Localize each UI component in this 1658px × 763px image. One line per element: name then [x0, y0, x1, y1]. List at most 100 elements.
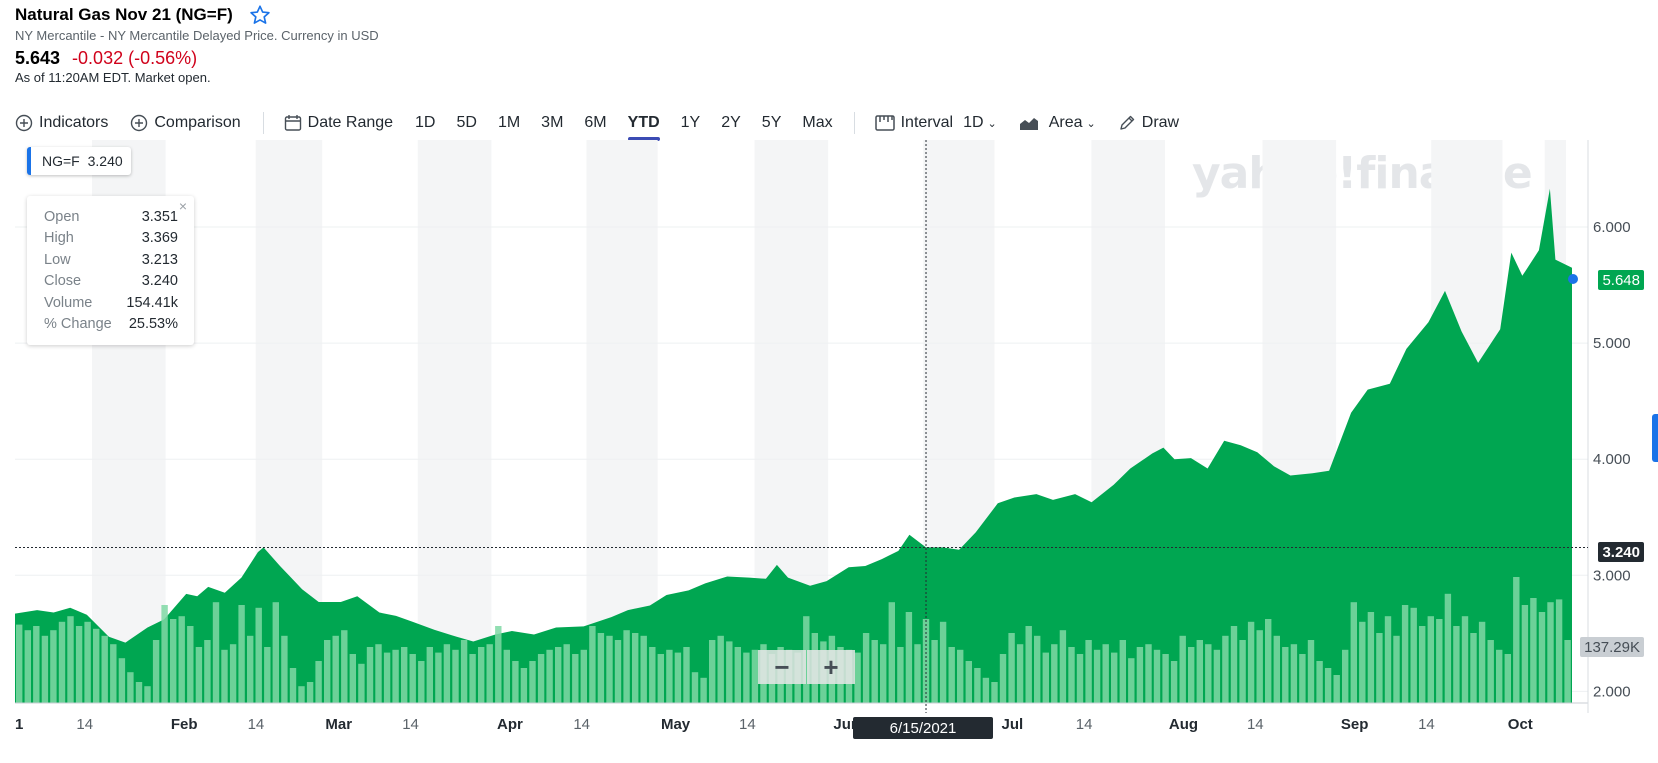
x-tick-label: Apr: [497, 716, 523, 733]
zoom-in-button[interactable]: +: [807, 650, 855, 684]
volume-bar: [298, 686, 305, 703]
volume-bar: [84, 621, 91, 703]
volume-bar: [546, 649, 553, 703]
volume-bar: [358, 663, 365, 703]
x-tick-label: 14: [1247, 716, 1264, 733]
range-2y[interactable]: 2Y: [721, 114, 741, 131]
ohlc-row-open: Open 3.351: [44, 208, 178, 225]
volume-bar: [1316, 661, 1323, 703]
price-area: [15, 188, 1572, 704]
volume-bar: [460, 640, 468, 703]
volume-bar: [1410, 607, 1417, 703]
y-axis: 2.000 3.000 4.000 5.000 6.000: [1587, 140, 1631, 713]
volume-bar: [888, 602, 895, 703]
volume-bar: [1444, 593, 1452, 703]
scroll-handle[interactable]: [1652, 414, 1658, 462]
chart-toolbar: Indicators Comparison Date Range 1D 5D 1…: [15, 108, 1201, 141]
range-5y[interactable]: 5Y: [761, 114, 782, 131]
volume-bar: [614, 640, 622, 703]
comparison-button[interactable]: Comparison: [130, 108, 241, 138]
x-tick-label: 14: [402, 716, 419, 733]
toolbar-divider: [853, 112, 855, 134]
volume-bar: [520, 668, 528, 703]
page-title: Natural Gas Nov 21 (NG=F): [15, 5, 233, 24]
volume-bar: [33, 626, 40, 703]
volume-bar: [195, 647, 203, 703]
volume-bar: [854, 652, 861, 703]
price-chart[interactable]: 2.000 3.000 4.000 5.000 6.000 1 14 Feb 14 Mar 14 A…: [0, 140, 1658, 755]
volume-bar: [862, 633, 870, 703]
volume-bar: [572, 654, 579, 703]
volume-bar: [1119, 640, 1126, 703]
volume-bar: [880, 644, 887, 703]
y-tick-label: 3.000: [1593, 567, 1631, 584]
volume-bar: [897, 647, 904, 703]
volume-bar: [1188, 647, 1195, 703]
volume-bar: [974, 668, 981, 703]
volume-bar: [75, 626, 83, 703]
volume-bar: [1136, 647, 1144, 703]
volume-bar: [999, 654, 1007, 703]
volume-bar: [24, 630, 31, 703]
range-max[interactable]: Max: [802, 114, 833, 131]
range-6m[interactable]: 6M: [584, 114, 607, 131]
indicators-button[interactable]: Indicators: [15, 108, 108, 138]
volume-bar: [1051, 644, 1058, 703]
range-1d[interactable]: 1D: [415, 114, 436, 131]
x-tick-label: Oct: [1508, 716, 1533, 733]
ohlc-row-volume: Volume 154.41k: [44, 294, 178, 311]
range-3m[interactable]: 3M: [541, 114, 564, 131]
ohlc-tooltip: × Open 3.351 High 3.369 Low 3.213 Close 3.24…: [27, 196, 194, 345]
last-price-dot: [1568, 274, 1578, 284]
volume-bar: [418, 661, 425, 703]
volume-bar: [452, 649, 459, 703]
ohlc-row-close: Close 3.240: [44, 273, 178, 290]
volume-bar: [1247, 621, 1255, 703]
volume-bar: [401, 647, 408, 703]
date-range-label: Date Range: [307, 114, 394, 131]
volume-bar: [161, 605, 168, 703]
series-legend[interactable]: NG=F 3.240: [27, 147, 131, 175]
interval-button[interactable]: Interval 1D ⌄: [874, 108, 997, 138]
volume-bar: [503, 649, 510, 703]
volume-bar: [1555, 599, 1563, 703]
volume-bar: [324, 640, 331, 703]
star-icon[interactable]: [249, 4, 271, 26]
range-1y[interactable]: 1Y: [680, 114, 701, 131]
volume-bar: [1487, 640, 1494, 703]
volume-bar: [170, 619, 177, 703]
draw-label: Draw: [1141, 114, 1180, 131]
range-ytd[interactable]: YTD: [627, 108, 660, 141]
ohlc-row-change: % Change 25.53%: [44, 316, 178, 333]
x-tick-label: 14: [739, 716, 756, 733]
crosshair-price-tag: 3.240: [1598, 542, 1644, 562]
volume-bar: [1111, 652, 1118, 703]
draw-button[interactable]: Draw: [1118, 108, 1179, 138]
volume-bar: [1513, 577, 1520, 703]
volume-bar: [1350, 602, 1357, 703]
volume-bar: [255, 607, 262, 703]
chart-type-button[interactable]: Area ⌄: [1019, 108, 1096, 138]
range-1m[interactable]: 1M: [497, 114, 521, 131]
volume-bar: [1530, 598, 1537, 703]
as-of-time: As of 11:20AM EDT. Market open.: [15, 70, 211, 85]
volume-bar: [306, 682, 314, 703]
volume-bar: [1496, 649, 1503, 703]
volume-bar: [931, 640, 938, 703]
volume-bar: [349, 654, 356, 703]
area-chart-icon: [1019, 118, 1038, 130]
range-5d[interactable]: 5D: [456, 114, 477, 131]
series-value: 3.240: [87, 153, 123, 169]
close-icon[interactable]: ×: [178, 198, 187, 214]
volume-bar: [289, 668, 297, 703]
date-range-button[interactable]: Date Range: [284, 108, 393, 138]
x-tick-label: 14: [573, 716, 590, 733]
volume-bar: [700, 677, 707, 703]
volume-bar: [1376, 633, 1383, 703]
volume-bar: [709, 640, 716, 703]
volume-bar: [486, 644, 493, 703]
volume-bar: [555, 647, 562, 703]
volume-bar: [435, 652, 442, 703]
x-tick-label: Jul: [1002, 716, 1024, 733]
zoom-out-button[interactable]: −: [758, 650, 806, 684]
